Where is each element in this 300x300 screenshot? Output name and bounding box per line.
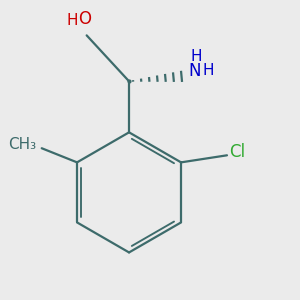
Text: N: N (188, 62, 201, 80)
Text: H: H (66, 13, 78, 28)
Text: CH₃: CH₃ (8, 137, 36, 152)
Text: O: O (78, 10, 92, 28)
Text: H: H (190, 49, 202, 64)
Text: H: H (203, 63, 214, 78)
Text: Cl: Cl (229, 143, 245, 161)
